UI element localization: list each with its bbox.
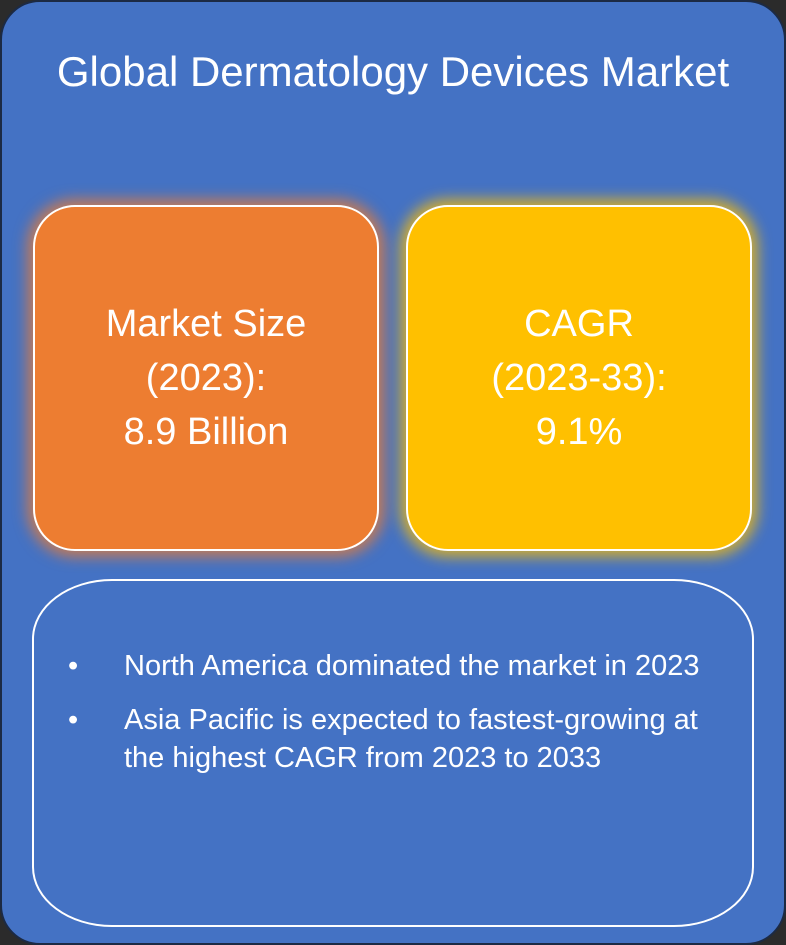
- bullet: Asia Pacific is expected to fastest-grow…: [66, 701, 706, 777]
- card-value: 8.9 Billion: [123, 411, 289, 453]
- card-label: CAGR: [524, 303, 634, 345]
- title: Global Dermatology Devices Market: [56, 48, 730, 95]
- bullet: North America dominated the market in 20…: [66, 647, 706, 685]
- card-period: (2023-33):: [491, 357, 667, 399]
- card-value: 9.1%: [535, 411, 623, 453]
- notes-box: North America dominated the market in 20…: [32, 579, 754, 927]
- cagr-card: CAGR (2023-33): 9.1%: [406, 205, 752, 551]
- card-label: Market Size: [105, 303, 307, 345]
- bullet-list: North America dominated the market in 20…: [66, 647, 706, 793]
- market-size-card: Market Size (2023): 8.9 Billion: [33, 205, 379, 551]
- card-period: (2023):: [145, 357, 267, 399]
